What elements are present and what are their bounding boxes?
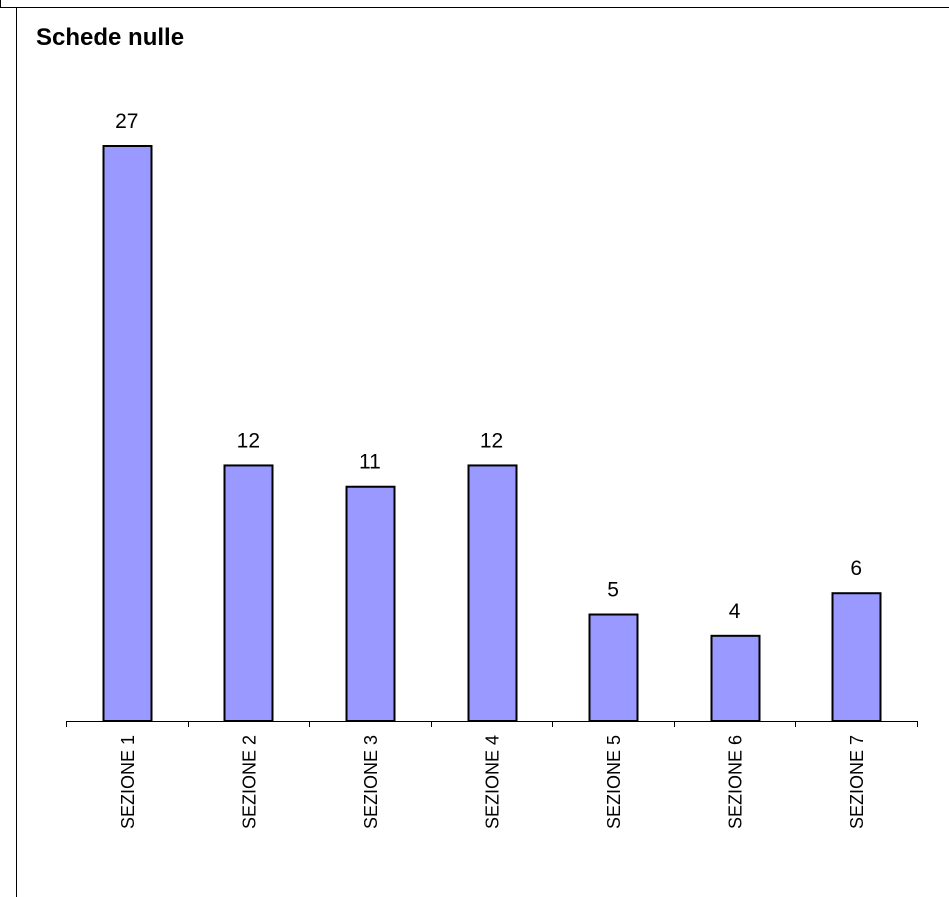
tick-label-6: SEZIONE 6: [726, 735, 746, 829]
value-label-1: 27: [115, 110, 138, 133]
tick-label-3: SEZIONE 3: [361, 735, 381, 829]
value-label-4: 12: [480, 429, 503, 452]
value-label-3: 11: [359, 451, 381, 474]
tick-label-2: SEZIONE 2: [239, 735, 259, 829]
bars-group: [102, 145, 882, 723]
tick-label-5: SEZIONE 5: [604, 735, 624, 829]
tick-labels-group: SEZIONE 1 SEZIONE 2 SEZIONE 3 SEZIONE 4 SEZI…: [118, 735, 867, 829]
bar-1: [102, 145, 153, 722]
value-label-2: 12: [237, 429, 260, 452]
value-label-5: 5: [607, 579, 619, 602]
value-labels-group: 27 12 11 12 5 4 6: [115, 110, 862, 623]
bar-7: [831, 592, 882, 723]
bar-6: [710, 634, 761, 723]
chart-frame: [16, 7, 949, 897]
value-label-6: 4: [729, 600, 741, 623]
bar-4: [467, 464, 518, 723]
frame-corner-horizontal: [0, 7, 16, 8]
bar-3: [345, 485, 396, 723]
tick-label-7: SEZIONE 7: [847, 735, 867, 829]
x-axis: [66, 721, 918, 727]
bar-5: [588, 613, 639, 722]
tick-label-1: SEZIONE 1: [118, 735, 138, 829]
value-label-7: 6: [850, 557, 862, 580]
frame-corner-vertical: [0, 0, 1, 8]
tick-label-4: SEZIONE 4: [483, 735, 503, 829]
bar-2: [223, 464, 274, 723]
chart-title: Schede nulle: [36, 24, 185, 51]
